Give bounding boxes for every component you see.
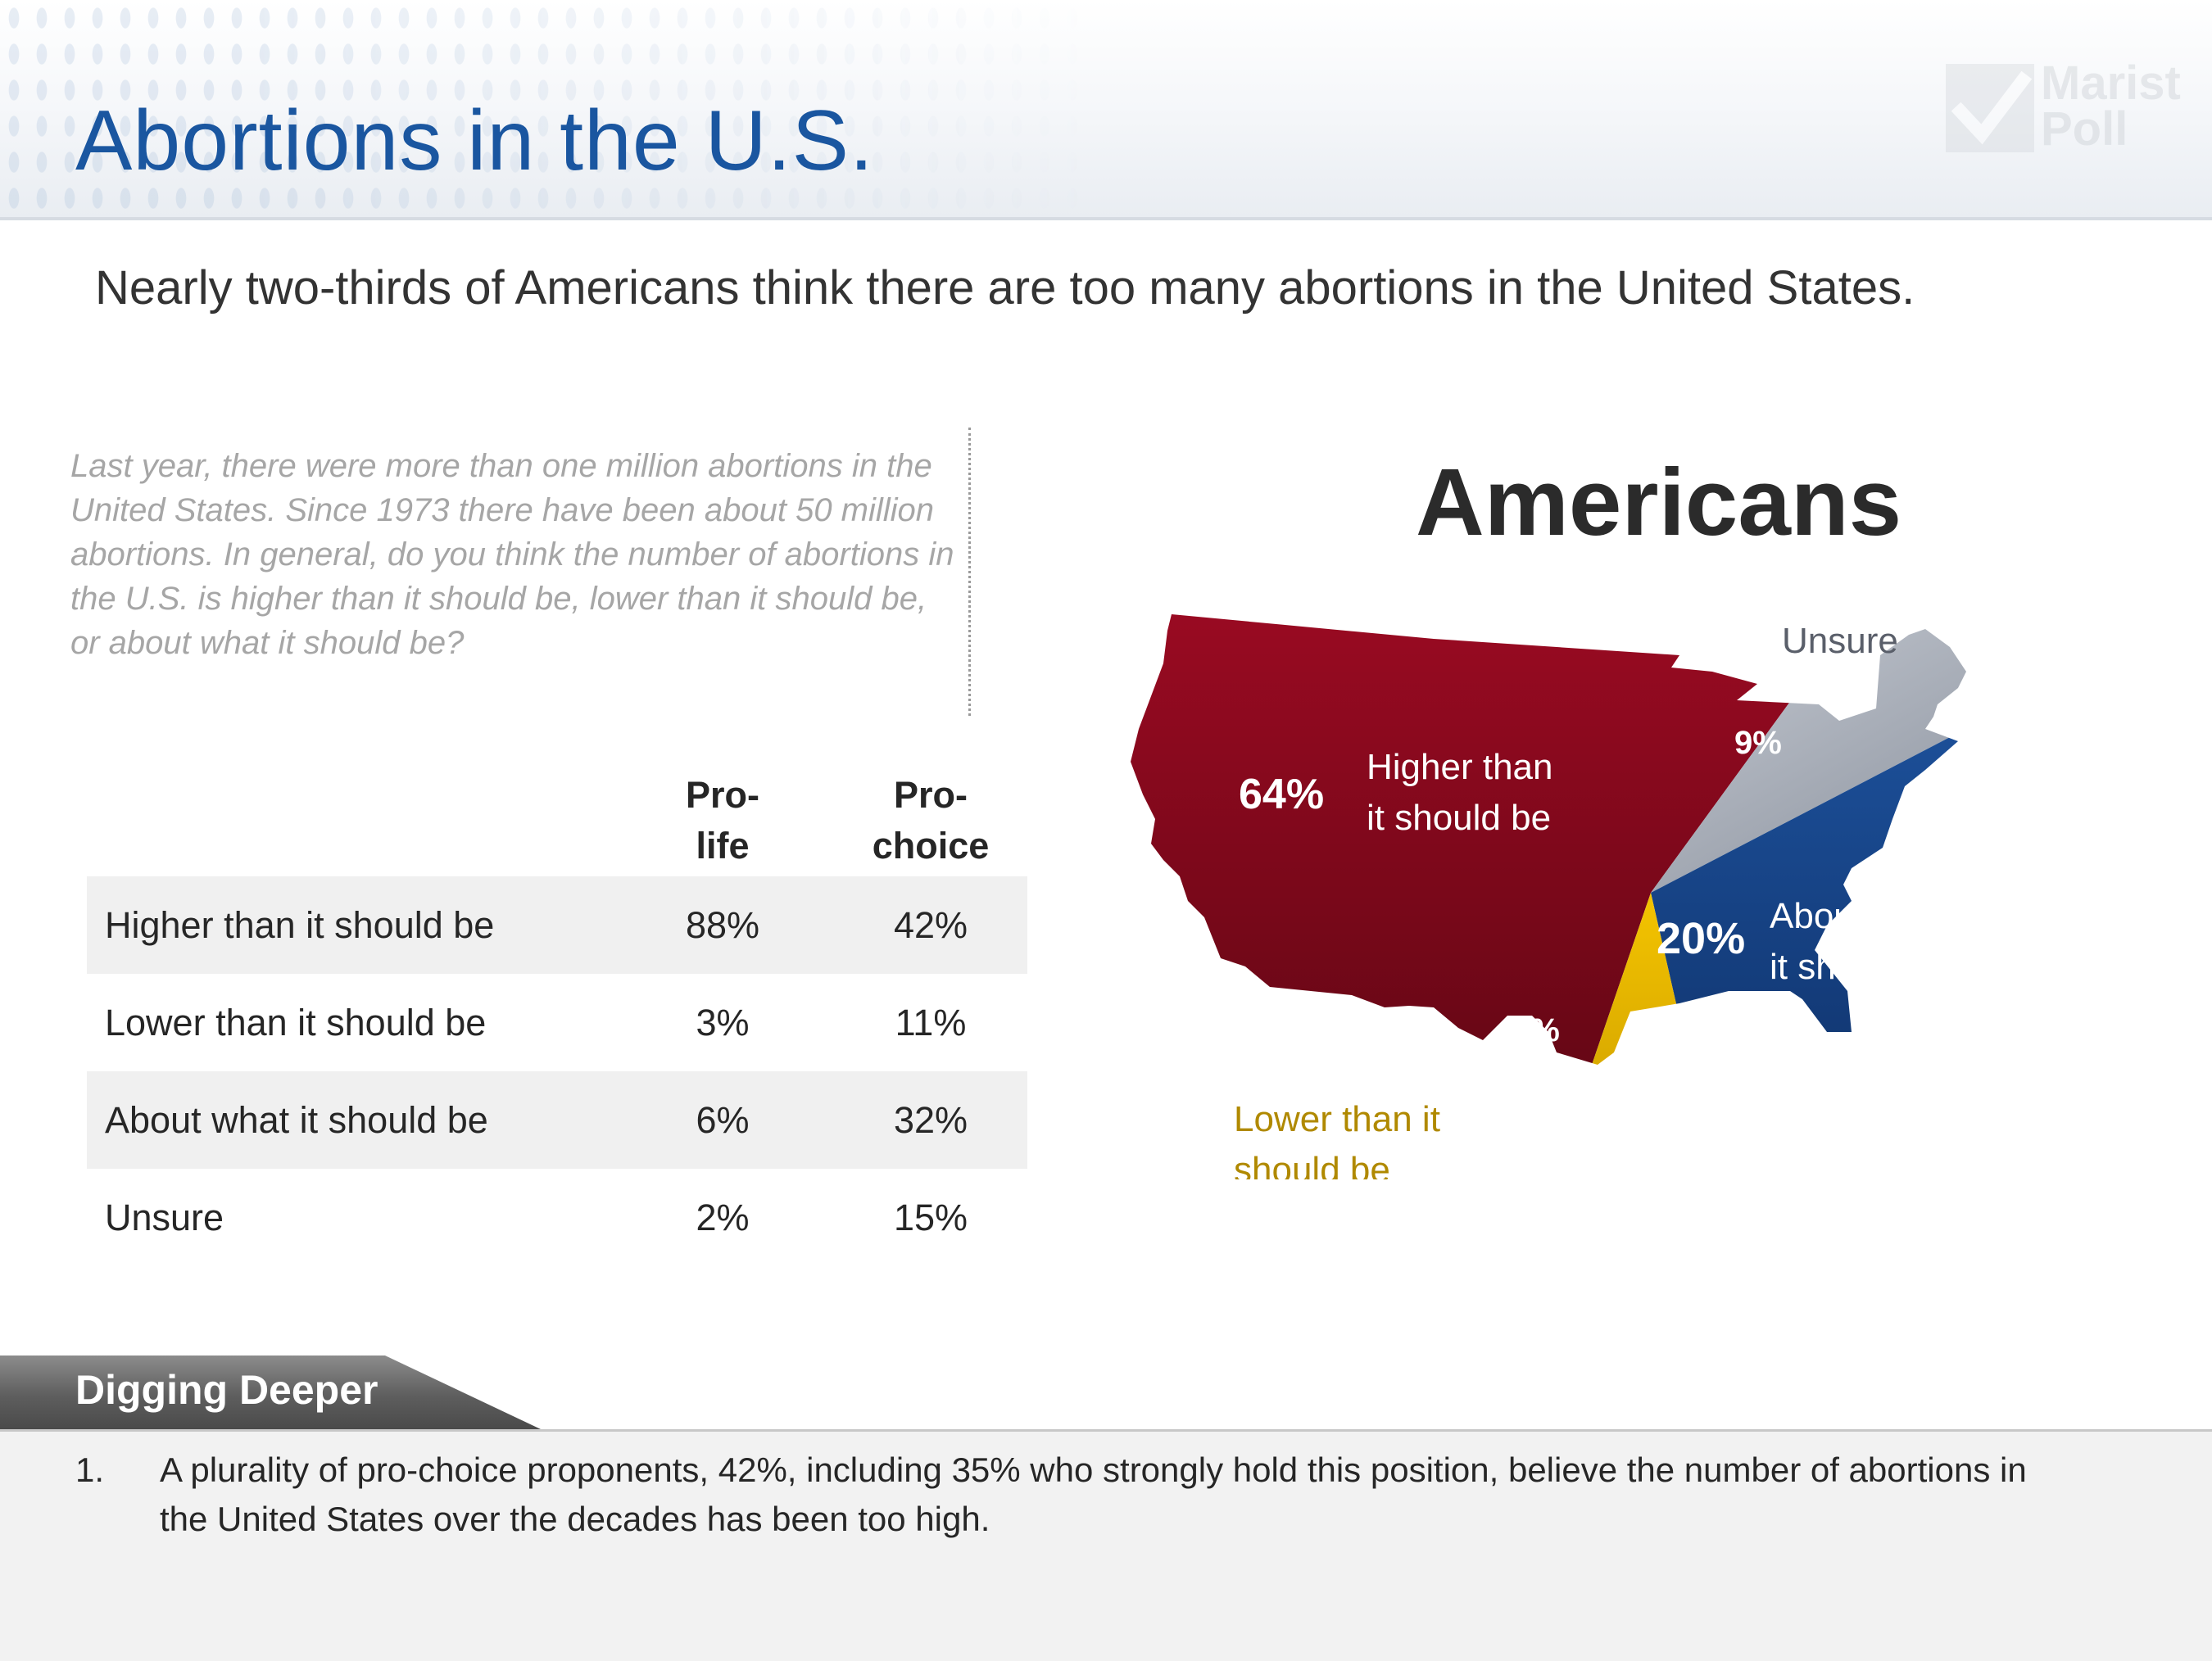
value-label-about: 20% (1657, 914, 1745, 963)
pro-life-value: 2% (696, 1197, 750, 1238)
table-row: Lower than it should be 3% 11% (87, 974, 1027, 1071)
logo-text: Marist Poll (2041, 57, 2181, 156)
list-item-line: the United States over the decades has b… (160, 1500, 990, 1538)
page-subtitle: Nearly two-thirds of Americans think the… (95, 261, 1915, 315)
category-label-about-2: it should be (1770, 947, 1954, 987)
pro-choice-value: 42% (893, 904, 968, 946)
page-title: Abortions in the U.S. (75, 93, 874, 188)
column-header-line: Pro- (894, 774, 968, 816)
slice-unsure (1651, 614, 1966, 893)
value-label-lower: 7% (1512, 1012, 1560, 1048)
value-label-unsure: 9% (1734, 725, 1782, 761)
divider (968, 428, 971, 716)
row-label: Unsure (105, 1197, 224, 1238)
list-item: A plurality of pro-choice proponents, 42… (160, 1446, 2192, 1544)
row-label: Lower than it should be (105, 1002, 487, 1043)
logo-line-1: Marist (2041, 57, 2181, 110)
category-label-lower-2: should be (1234, 1150, 1390, 1179)
header-decoration (0, 0, 1229, 217)
table-row: Unsure 2% 15% (87, 1169, 1027, 1266)
pro-choice-value: 15% (893, 1197, 968, 1238)
column-header-line: Pro- (686, 774, 759, 816)
value-label-higher: 64% (1239, 771, 1324, 818)
column-header-line: life (696, 825, 750, 867)
table-row: About what it should be 6% 32% (87, 1071, 1027, 1169)
crosstab-table: Pro- life Pro- choice Higher than it sho… (87, 770, 1027, 1266)
survey-question: Last year, there were more than one mill… (70, 448, 954, 661)
table-header: Pro- life Pro- choice (87, 770, 1027, 876)
pro-life-value: 6% (696, 1099, 750, 1141)
digging-deeper-title: Digging Deeper (75, 1367, 378, 1413)
list-item-number: 1. (75, 1451, 105, 1489)
category-label-lower-1: Lower than it (1234, 1099, 1440, 1139)
row-label: Higher than it should be (105, 904, 495, 946)
pro-choice-value: 32% (893, 1099, 968, 1141)
pro-choice-value: 11% (895, 1002, 967, 1043)
category-label-about-1: About what (1770, 896, 1950, 936)
logo-line-2: Poll (2041, 102, 2128, 156)
table-row: Higher than it should be 88% 42% (87, 876, 1027, 974)
column-header-line: choice (872, 825, 990, 867)
digging-deeper-panel (0, 1429, 2212, 1661)
column-header-pro-choice: Pro- choice (849, 770, 1013, 871)
us-map-pie-chart: 64% Higher than it should be 9% Unsure 2… (1131, 614, 1966, 1179)
map-slices (1131, 614, 1966, 1065)
pro-life-value: 3% (696, 1002, 750, 1043)
checkmark-icon (1946, 64, 2034, 152)
row-label: About what it should be (105, 1099, 488, 1141)
list-item-line: A plurality of pro-choice proponents, 42… (160, 1451, 2027, 1489)
pro-life-value: 88% (685, 904, 760, 946)
header-banner: Abortions in the U.S. Marist Poll (0, 0, 2212, 220)
category-label-higher-2: it should be (1367, 798, 1551, 838)
category-label-unsure: Unsure (1782, 621, 1898, 661)
chart-title: Americans (1416, 449, 1902, 555)
category-label-higher-1: Higher than (1367, 747, 1552, 787)
marist-poll-logo: Marist Poll (1946, 59, 2192, 157)
column-header-pro-life: Pro- life (641, 770, 805, 871)
